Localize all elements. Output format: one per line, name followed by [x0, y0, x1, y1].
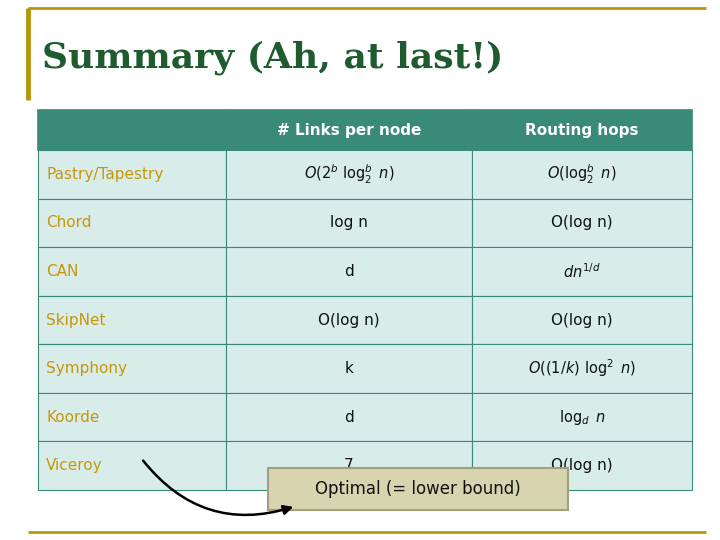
Bar: [226, 247, 472, 296]
Text: 7: 7: [344, 458, 354, 473]
Bar: [226, 393, 472, 441]
Bar: [226, 441, 472, 490]
Text: $\mathregular{O(log}_2^b\ \mathregular{n)}$: $\mathregular{O(log}_2^b\ \mathregular{n…: [547, 163, 617, 186]
Text: Chord: Chord: [46, 215, 91, 231]
Text: Routing hops: Routing hops: [526, 123, 639, 138]
Bar: [38, 441, 226, 490]
Bar: [472, 110, 692, 150]
Text: O(log n): O(log n): [552, 313, 613, 327]
Bar: [38, 296, 226, 345]
Bar: [472, 345, 692, 393]
Text: d: d: [344, 264, 354, 279]
Text: O(log n): O(log n): [552, 458, 613, 473]
Bar: [38, 199, 226, 247]
Text: Symphony: Symphony: [46, 361, 127, 376]
Text: # Links per node: # Links per node: [276, 123, 421, 138]
Text: $\log_d\ n$: $\log_d\ n$: [559, 408, 606, 427]
Bar: [38, 150, 226, 199]
Bar: [473, 394, 691, 441]
Text: d: d: [344, 410, 354, 424]
Bar: [473, 151, 691, 198]
Text: SkipNet: SkipNet: [46, 313, 106, 327]
Bar: [38, 345, 226, 393]
Text: $O(\log_2^b\ n)$: $O(\log_2^b\ n)$: [547, 163, 617, 186]
Bar: [473, 345, 691, 392]
Bar: [38, 393, 226, 441]
Bar: [472, 296, 692, 345]
Text: CAN: CAN: [46, 264, 78, 279]
Bar: [226, 110, 472, 150]
Text: O(log n): O(log n): [318, 313, 380, 327]
Bar: [268, 468, 568, 510]
Bar: [473, 248, 691, 295]
Text: k: k: [345, 361, 354, 376]
Bar: [38, 110, 226, 150]
Text: Pastry/Tapestry: Pastry/Tapestry: [46, 167, 163, 182]
Bar: [227, 151, 471, 198]
Bar: [472, 199, 692, 247]
Bar: [226, 345, 472, 393]
Bar: [472, 393, 692, 441]
Text: Koorde: Koorde: [46, 410, 99, 424]
Text: log n: log n: [330, 215, 368, 231]
Text: $dn^{1/d}$: $dn^{1/d}$: [563, 262, 601, 281]
Bar: [226, 199, 472, 247]
Bar: [38, 247, 226, 296]
Text: Optimal (= lower bound): Optimal (= lower bound): [315, 480, 521, 498]
Bar: [472, 247, 692, 296]
Text: $O(2^b\ \log_2^b\ n)$: $O(2^b\ \log_2^b\ n)$: [304, 163, 395, 186]
Bar: [226, 296, 472, 345]
Text: Viceroy: Viceroy: [46, 458, 103, 473]
Bar: [472, 441, 692, 490]
Text: $O((1/k)\ \log^2\ n)$: $O((1/k)\ \log^2\ n)$: [528, 357, 636, 380]
Text: O(log n): O(log n): [552, 215, 613, 231]
Text: $\mathregular{O(2^b\ log}_2^b\ \mathregular{n)}$: $\mathregular{O(2^b\ log}_2^b\ \mathregu…: [303, 163, 395, 186]
Bar: [472, 150, 692, 199]
Bar: [226, 150, 472, 199]
Text: Summary (Ah, at last!): Summary (Ah, at last!): [42, 40, 503, 75]
